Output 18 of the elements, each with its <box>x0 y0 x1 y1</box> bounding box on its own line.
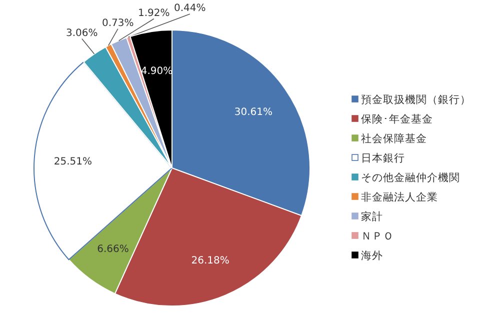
legend-label: 社会保障基金 <box>361 132 427 145</box>
legend-label: ＮＰＯ <box>361 230 394 242</box>
data-label: 25.51% <box>54 156 92 168</box>
data-label: 0.73% <box>102 18 134 29</box>
data-label: 1.92% <box>138 8 170 19</box>
data-label: 6.66% <box>97 244 129 255</box>
data-label: 4.90% <box>140 66 173 77</box>
data-label: 3.06% <box>66 28 98 39</box>
legend-label: 日本銀行 <box>361 152 405 164</box>
legend-label: 預金取扱機関（銀行） <box>361 94 471 106</box>
legend-label: 非金融法人企業 <box>361 190 438 204</box>
data-label: 30.61% <box>234 107 273 118</box>
legend-label: 保険･年金基金 <box>361 112 433 126</box>
legend-label: 家計 <box>361 210 383 223</box>
legend-label: その他金融仲介機関 <box>361 172 460 184</box>
legend-label: 海外 <box>361 250 383 262</box>
data-label: 0.44% <box>174 3 206 14</box>
data-label: 26.18% <box>191 256 230 267</box>
